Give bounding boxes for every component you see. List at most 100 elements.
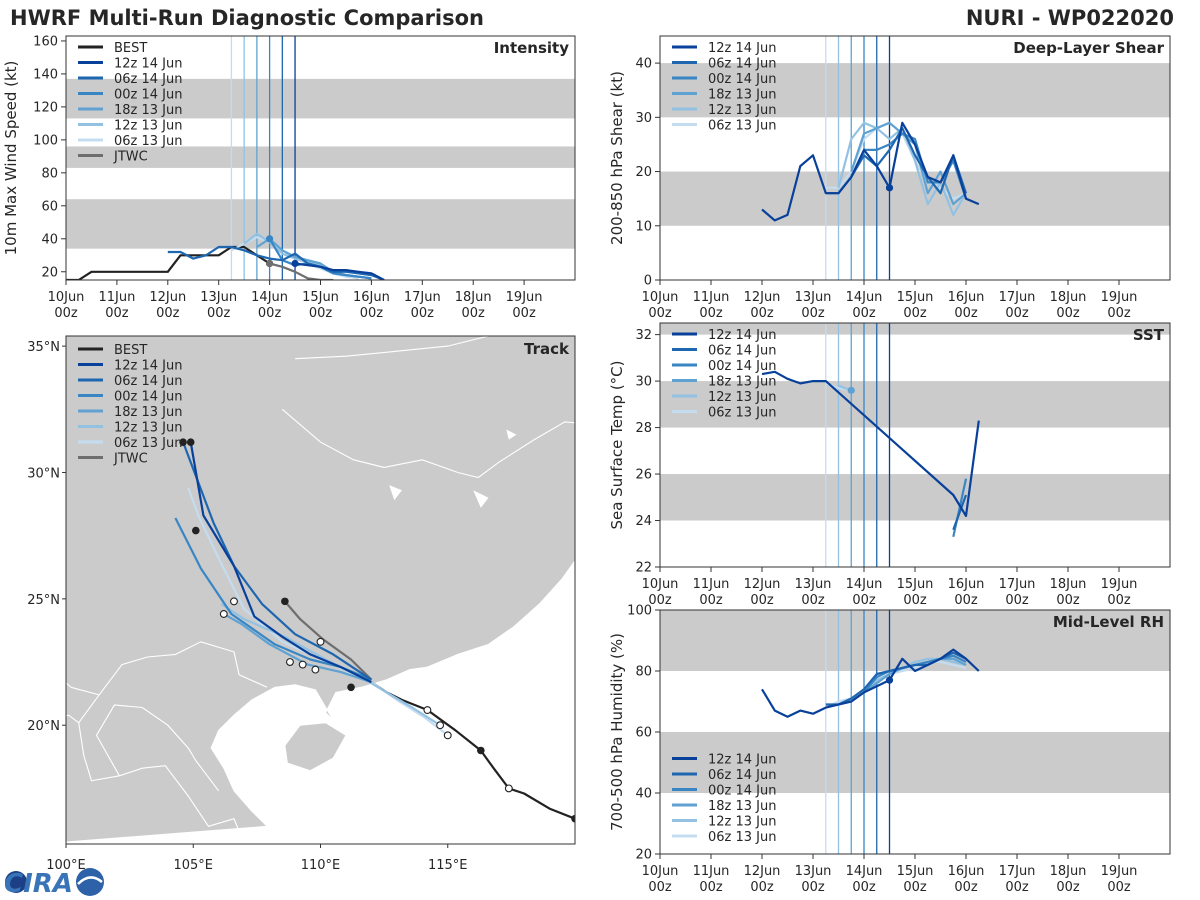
shear-ytick-label: 20	[635, 165, 652, 180]
shear-xtick-label: 13Jun	[795, 290, 832, 305]
intensity-legend-label: BEST	[114, 41, 147, 56]
shear-xtick-label: 14Jun	[846, 290, 883, 305]
sst-ytick-label: 24	[635, 514, 652, 529]
track-xtick-label: 100°E	[46, 858, 86, 873]
track-position-dot-open	[443, 731, 452, 740]
intensity-ytick-label: 120	[33, 100, 58, 115]
track-border	[66, 694, 100, 724]
shear-xtick-label: 18Jun	[1050, 290, 1087, 305]
track-legend-label: 12z 14 Jun	[114, 359, 183, 374]
rh-legend-label: 12z 13 Jun	[708, 815, 777, 830]
rh-xtick-label: 18Jun	[1050, 864, 1087, 879]
shear-ytick-label: 0	[644, 274, 652, 289]
shear-xtick-label: 11Jun	[693, 290, 730, 305]
sst-ytick-label: 32	[635, 328, 652, 343]
intensity-xtick-label: 14Jun	[251, 290, 288, 305]
intensity-ytick-label: 160	[33, 34, 58, 49]
track-ytick-label: 20°N	[27, 719, 60, 734]
rh-legend-label: 00z 14 Jun	[708, 784, 777, 799]
shear-xtick-label: 00z	[1005, 306, 1029, 321]
sst-legend-label: 12z 14 Jun	[708, 328, 777, 343]
shear-xtick-label: 12Jun	[744, 290, 781, 305]
sst-ytick-label: 30	[635, 375, 652, 390]
rh-ytick-label: 60	[635, 726, 652, 741]
sst-ytick-label: 22	[635, 561, 652, 576]
track-river	[457, 421, 575, 479]
track-lake	[575, 440, 585, 450]
sst-xtick-label: 00z	[1005, 593, 1029, 608]
intensity-series-line	[269, 262, 334, 280]
intensity-xtick-label: 15Jun	[302, 290, 339, 305]
sst-legend-label: 12z 13 Jun	[708, 390, 777, 405]
track-ytick-label: 30°N	[27, 466, 60, 481]
sst-ytick-label: 26	[635, 468, 652, 483]
sst-ytick-label: 28	[635, 421, 652, 436]
shear-band	[660, 171, 1170, 226]
shear-xtick-label: 00z	[903, 306, 927, 321]
rh-legend-label: 06z 14 Jun	[708, 768, 777, 783]
intensity-xtick-label: 00z	[207, 306, 231, 321]
shear-series-marker	[885, 184, 894, 192]
intensity-xtick-label: 00z	[309, 306, 333, 321]
rh-ylabel: 700-500 hPa Humidity (%)	[608, 633, 626, 831]
shear-xtick-label: 10Jun	[642, 290, 679, 305]
track-position-dot-filled	[571, 814, 575, 823]
rh-xtick-label: 00z	[1056, 880, 1080, 895]
rh-ytick-label: 40	[635, 787, 652, 802]
sst-ylabel: Sea Surface Temp (°C)	[608, 360, 626, 529]
intensity-xtick-label: 00z	[258, 306, 282, 321]
intensity-legend-label: 12z 14 Jun	[114, 57, 183, 72]
intensity-legend-label: 00z 14 Jun	[114, 88, 183, 103]
rh-xtick-label: 10Jun	[642, 864, 679, 879]
intensity-xtick-label: 18Jun	[455, 290, 492, 305]
track-position-dot-filled	[186, 438, 195, 446]
shear-legend-label: 06z 13 Jun	[708, 119, 777, 134]
track-position-dot-open	[316, 637, 325, 646]
track-series-line	[189, 441, 372, 684]
sst-xtick-label: 14Jun	[846, 577, 883, 592]
intensity-xtick-label: 10Jun	[48, 290, 85, 305]
rh-xtick-label: 17Jun	[999, 864, 1036, 879]
rh-series-line	[761, 648, 980, 718]
track-position-dot-open	[311, 665, 320, 674]
track-border	[70, 686, 100, 696]
track-ytick-label: 35°N	[27, 340, 60, 355]
track-position-dot-open	[504, 784, 513, 793]
shear-xtick-label: 19Jun	[1101, 290, 1138, 305]
sst-xtick-label: 18Jun	[1050, 577, 1087, 592]
shear-legend-label: 18z 13 Jun	[708, 88, 777, 103]
storm-id: NURI - WP022020	[966, 6, 1174, 30]
rh-xtick-label: 00z	[903, 880, 927, 895]
intensity-xtick-label: 12Jun	[149, 290, 186, 305]
shear-series-line	[850, 121, 967, 206]
rh-series-marker	[885, 676, 894, 684]
rh-panel: 2040608010010Jun00z11Jun00z12Jun00z13Jun…	[608, 604, 1171, 895]
rh-xtick-label: 19Jun	[1101, 864, 1138, 879]
track-position-dot-filled	[191, 526, 200, 535]
sst-xtick-label: 00z	[801, 593, 825, 608]
rh-xtick-label: 11Jun	[693, 864, 730, 879]
intensity-band	[66, 78, 575, 119]
intensity-xtick-label: 13Jun	[200, 290, 237, 305]
sst-panel-title: SST	[1133, 326, 1165, 344]
intensity-panel-title: Intensity	[494, 39, 570, 57]
track-xtick-label: 110°E	[301, 858, 341, 873]
track-position-dot-filled	[281, 597, 289, 606]
rh-xtick-label: 14Jun	[846, 864, 883, 879]
sst-band	[660, 381, 1170, 428]
track-position-dot-filled	[477, 746, 485, 755]
logo-swirl-icon	[76, 868, 104, 896]
shear-xtick-label: 00z	[1107, 306, 1131, 321]
shear-series-line	[761, 121, 980, 222]
sst-xtick-label: 15Jun	[897, 577, 934, 592]
rh-xtick-label: 15Jun	[897, 864, 934, 879]
intensity-xtick-label: 00z	[411, 306, 435, 321]
track-border	[98, 641, 268, 696]
shear-ytick-label: 30	[635, 111, 652, 126]
intensity-legend-label: 06z 14 Jun	[114, 72, 183, 87]
intensity-panel: 2040608010012014016010Jun00z11Jun00z12Ju…	[2, 34, 576, 321]
intensity-legend-label: 06z 13 Jun	[114, 134, 183, 149]
track-river	[295, 336, 491, 360]
sst-xtick-label: 00z	[750, 593, 774, 608]
